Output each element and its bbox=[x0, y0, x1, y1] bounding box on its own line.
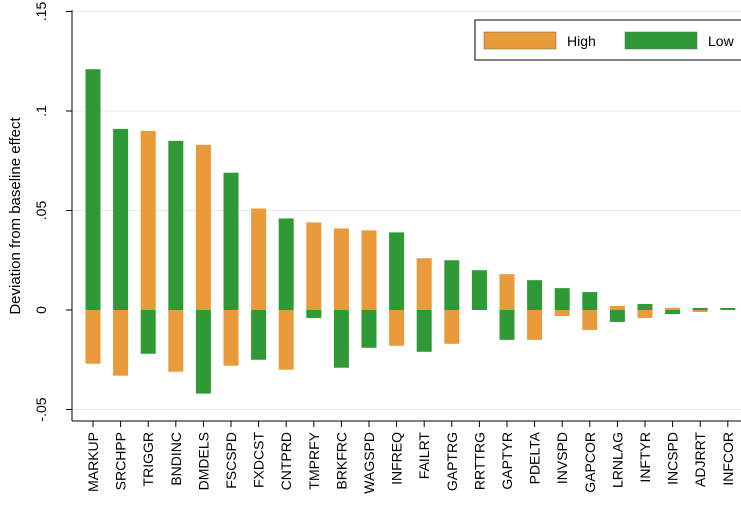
x-tick-label: INFTYR bbox=[637, 432, 653, 483]
bar-high bbox=[85, 310, 101, 364]
bar-low bbox=[361, 310, 377, 348]
y-tick-label: .15 bbox=[33, 2, 49, 22]
x-tick-label: TMPRFY bbox=[306, 431, 322, 489]
bars bbox=[85, 69, 736, 394]
x-tick-label: PDELTA bbox=[527, 431, 543, 484]
bar-high bbox=[278, 310, 294, 370]
x-tick-label: FXDCST bbox=[251, 432, 267, 488]
bar-high bbox=[361, 230, 377, 310]
bar-low bbox=[499, 310, 515, 340]
x-tick-label: GAPTRG bbox=[444, 432, 460, 491]
y-tick-label: .1 bbox=[33, 105, 49, 117]
x-tick-label: WAGSPD bbox=[361, 432, 377, 494]
bar-high bbox=[692, 310, 708, 312]
x-tick-label: GAPCOR bbox=[582, 432, 598, 493]
bar-low bbox=[582, 292, 598, 310]
bar-low bbox=[720, 308, 736, 310]
bar-low bbox=[389, 232, 405, 310]
bar-high bbox=[637, 310, 653, 318]
bar-high bbox=[251, 208, 267, 310]
legend-swatch-high bbox=[483, 31, 557, 50]
legend-label-high: High bbox=[567, 33, 596, 49]
legend-label-low: Low bbox=[708, 33, 735, 49]
bar-low bbox=[85, 69, 101, 311]
x-tick-label: SRCHPP bbox=[113, 432, 129, 490]
bar-high bbox=[333, 228, 349, 310]
bar-high bbox=[527, 310, 543, 340]
bar-low bbox=[251, 310, 267, 360]
bar-high bbox=[195, 144, 211, 310]
bar-low bbox=[637, 304, 653, 310]
bar-high bbox=[113, 310, 129, 376]
bar-low bbox=[665, 310, 681, 314]
bar-low bbox=[333, 310, 349, 368]
y-tick-label: .05 bbox=[33, 201, 49, 221]
bar-low bbox=[306, 310, 322, 318]
x-tick-label: FSCSPD bbox=[223, 432, 239, 489]
bar-low bbox=[609, 310, 625, 322]
bar-low bbox=[223, 172, 239, 310]
x-ticks: MARKUP SRCHPP TRIGGR BNDINC DMDELS FSCSPD FXDC… bbox=[85, 421, 736, 494]
x-tick-label: ADJRRT bbox=[692, 432, 708, 487]
x-tick-label: INFCOR bbox=[720, 432, 736, 486]
bar-high bbox=[416, 258, 432, 310]
bar-high bbox=[168, 310, 184, 372]
bar-high bbox=[389, 310, 405, 346]
bar-high bbox=[140, 130, 156, 310]
bar-high bbox=[582, 310, 598, 330]
x-tick-label: TRIGGR bbox=[140, 432, 156, 486]
bar-high bbox=[554, 310, 570, 316]
bar-high bbox=[499, 274, 515, 310]
bar-high bbox=[223, 310, 239, 366]
bar-high bbox=[609, 306, 625, 310]
x-tick-label: MARKUP bbox=[85, 432, 101, 492]
bar-low bbox=[168, 140, 184, 310]
x-tick-label: CNTPRD bbox=[278, 432, 294, 490]
y-tick-label: -.05 bbox=[33, 397, 49, 421]
x-tick-label: FAILRT bbox=[416, 432, 432, 480]
bar-high bbox=[665, 308, 681, 310]
bar-low bbox=[692, 308, 708, 310]
bar-low bbox=[416, 310, 432, 352]
bar-low bbox=[113, 128, 129, 310]
x-tick-label: BNDINC bbox=[168, 432, 184, 486]
bar-low bbox=[444, 260, 460, 310]
y-tick-label: 0 bbox=[33, 306, 49, 314]
x-tick-label: INVSPD bbox=[554, 432, 570, 484]
bar-low bbox=[278, 218, 294, 310]
bar-low bbox=[554, 288, 570, 310]
bar-low bbox=[195, 310, 211, 394]
bar-high bbox=[306, 222, 322, 310]
x-tick-label: DMDELS bbox=[195, 432, 211, 490]
x-tick-label: RRTTRG bbox=[471, 432, 487, 490]
x-tick-label: INFREQ bbox=[389, 432, 405, 485]
bar-low bbox=[471, 270, 487, 310]
bar-low bbox=[527, 280, 543, 310]
bar-high bbox=[444, 310, 460, 344]
y-ticks: -.05 0 .05 .1 .15 bbox=[33, 2, 72, 422]
x-tick-label: INCSPD bbox=[665, 432, 681, 485]
legend-swatch-low bbox=[624, 31, 698, 50]
bar-low bbox=[140, 310, 156, 354]
legend: High Low bbox=[474, 19, 741, 61]
gridlines bbox=[72, 11, 741, 410]
x-tick-label: GAPTYR bbox=[499, 432, 515, 490]
x-tick-label: LRNLAG bbox=[609, 432, 625, 488]
x-tick-label: BRKFRC bbox=[333, 432, 349, 490]
y-axis-title: Deviation from baseline effect bbox=[7, 117, 24, 315]
